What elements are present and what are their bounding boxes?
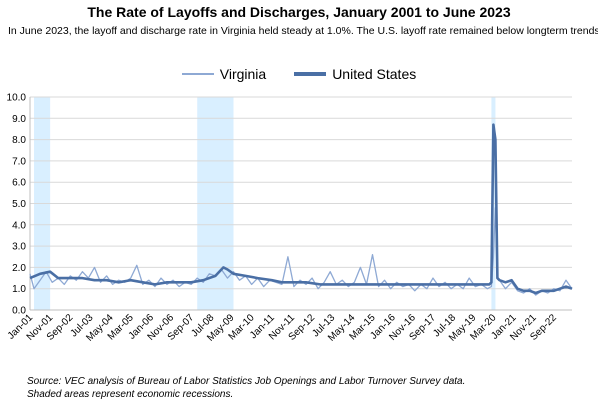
y-tick-label-0: 0.0 bbox=[12, 306, 26, 317]
recession-note: Shaded areas represent economic recessio… bbox=[27, 388, 234, 400]
legend-label-virginia: Virginia bbox=[219, 66, 267, 82]
legend-item-virginia: Virginia bbox=[181, 66, 267, 82]
legend: Virginia United States bbox=[0, 66, 598, 82]
y-tick-label-4: 4.0 bbox=[12, 220, 26, 231]
series-line-united-states bbox=[29, 123, 573, 295]
y-tick-label-8: 8.0 bbox=[12, 135, 26, 146]
legend-label-united-states: United States bbox=[332, 66, 417, 82]
y-tick-label-5: 5.0 bbox=[12, 199, 26, 210]
y-tick-label-1: 1.0 bbox=[12, 284, 26, 295]
y-tick-label-2: 2.0 bbox=[12, 263, 26, 274]
y-tick-label-6: 6.0 bbox=[12, 178, 26, 189]
y-tick-label-9: 9.0 bbox=[12, 114, 26, 125]
y-tick-label-10: 10.0 bbox=[7, 93, 27, 104]
legend-swatch-united-states bbox=[294, 72, 327, 76]
legend-swatch-virginia bbox=[181, 73, 214, 75]
legend-item-united-states: United States bbox=[294, 66, 416, 82]
source-note: Source: VEC analysis of Bureau of Labor … bbox=[27, 376, 465, 401]
chart-title: The Rate of Layoffs and Discharges, Janu… bbox=[87, 4, 511, 20]
y-tick-label-3: 3.0 bbox=[12, 242, 26, 253]
source-text: Source: VEC analysis of Bureau of Labor … bbox=[27, 376, 466, 387]
chart-subtitle: In June 2023, the layoff and discharge r… bbox=[8, 25, 598, 37]
y-tick-label-7: 7.0 bbox=[12, 156, 26, 167]
